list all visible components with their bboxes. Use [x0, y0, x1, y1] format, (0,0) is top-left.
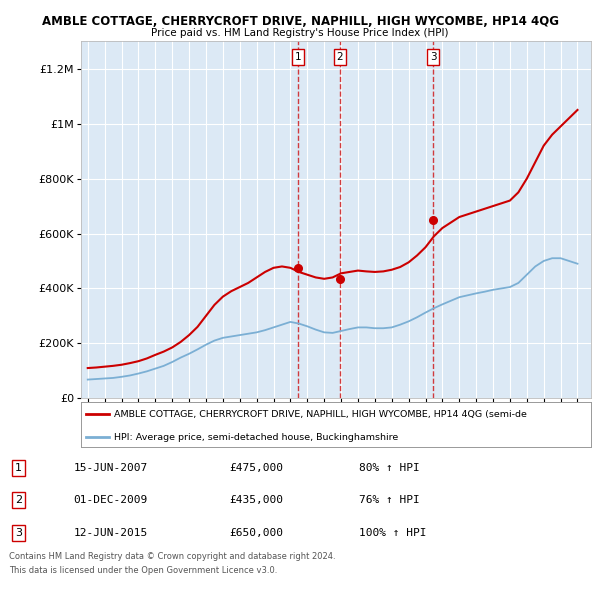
Text: 12-JUN-2015: 12-JUN-2015	[74, 528, 148, 538]
Text: 1: 1	[295, 52, 301, 62]
Text: HPI: Average price, semi-detached house, Buckinghamshire: HPI: Average price, semi-detached house,…	[114, 433, 398, 442]
Text: 15-JUN-2007: 15-JUN-2007	[74, 463, 148, 473]
Text: 2: 2	[15, 495, 22, 505]
Text: AMBLE COTTAGE, CHERRYCROFT DRIVE, NAPHILL, HIGH WYCOMBE, HP14 4QG: AMBLE COTTAGE, CHERRYCROFT DRIVE, NAPHIL…	[41, 15, 559, 28]
Text: Contains HM Land Registry data © Crown copyright and database right 2024.: Contains HM Land Registry data © Crown c…	[9, 552, 335, 560]
Text: This data is licensed under the Open Government Licence v3.0.: This data is licensed under the Open Gov…	[9, 566, 277, 575]
Text: 01-DEC-2009: 01-DEC-2009	[74, 495, 148, 505]
Text: 3: 3	[15, 528, 22, 538]
Text: 100% ↑ HPI: 100% ↑ HPI	[359, 528, 426, 538]
Text: 1: 1	[15, 463, 22, 473]
Text: 3: 3	[430, 52, 436, 62]
Text: £475,000: £475,000	[229, 463, 283, 473]
Text: 76% ↑ HPI: 76% ↑ HPI	[359, 495, 419, 505]
Text: £650,000: £650,000	[229, 528, 283, 538]
Text: 2: 2	[337, 52, 343, 62]
Text: AMBLE COTTAGE, CHERRYCROFT DRIVE, NAPHILL, HIGH WYCOMBE, HP14 4QG (semi-de: AMBLE COTTAGE, CHERRYCROFT DRIVE, NAPHIL…	[114, 410, 527, 419]
Text: Price paid vs. HM Land Registry's House Price Index (HPI): Price paid vs. HM Land Registry's House …	[151, 28, 449, 38]
Text: 80% ↑ HPI: 80% ↑ HPI	[359, 463, 419, 473]
Text: £435,000: £435,000	[229, 495, 283, 505]
